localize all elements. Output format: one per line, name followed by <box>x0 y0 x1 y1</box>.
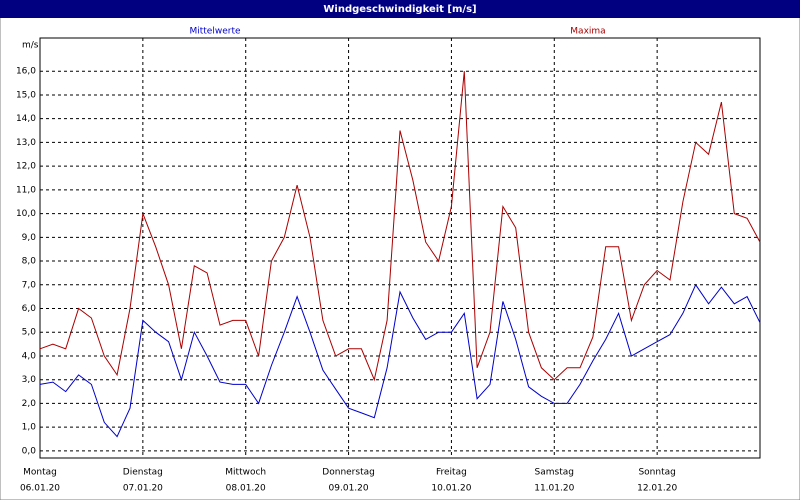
x-tick-date: 10.01.20 <box>431 484 471 494</box>
y-axis-label: m/s <box>22 41 39 51</box>
x-tick-label: Dienstag <box>123 468 163 478</box>
legend-entry: Mittelwerte <box>189 27 240 37</box>
x-tick-label: Montag <box>23 468 57 478</box>
y-tick-label: 11,0 <box>16 185 36 195</box>
x-tick-date: 08.01.20 <box>226 484 266 494</box>
x-tick-label: Samstag <box>535 468 574 478</box>
data-line <box>39 283 761 438</box>
y-tick-label: 8,0 <box>22 257 37 267</box>
y-tick-label: 4,0 <box>22 351 37 361</box>
y-tick-label: 0,0 <box>22 446 37 456</box>
y-tick-label: 3,0 <box>22 375 37 385</box>
y-tick-label: 10,0 <box>16 209 36 219</box>
legend-entry: Maxima <box>570 27 605 37</box>
y-tick-label: 15,0 <box>16 90 36 100</box>
y-tick-label: 6,0 <box>22 304 37 314</box>
data-line <box>39 71 761 382</box>
x-tick-label: Donnerstag <box>322 468 375 478</box>
y-tick-label: 14,0 <box>16 114 36 124</box>
chart-title: Windgeschwindigkeit [m/s] <box>323 4 476 15</box>
y-tick-label: 16,0 <box>16 67 36 77</box>
x-tick-date: 11.01.20 <box>534 484 574 494</box>
title-bar <box>0 0 800 18</box>
x-tick-date: 09.01.20 <box>329 484 369 494</box>
x-tick-label: Sonntag <box>638 468 675 478</box>
y-tick-label: 9,0 <box>22 233 37 243</box>
y-tick-label: 13,0 <box>16 138 36 148</box>
y-tick-label: 12,0 <box>16 162 36 172</box>
y-tick-label: 2,0 <box>22 399 37 409</box>
x-tick-date: 07.01.20 <box>123 484 163 494</box>
y-tick-label: 1,0 <box>22 423 37 433</box>
x-tick-date: 12.01.20 <box>637 484 677 494</box>
x-tick-label: Freitag <box>436 468 467 478</box>
x-tick-label: Mittwoch <box>225 468 266 478</box>
x-tick-date: 06.01.20 <box>20 484 60 494</box>
y-tick-label: 5,0 <box>22 328 37 338</box>
y-tick-label: 7,0 <box>22 280 37 290</box>
